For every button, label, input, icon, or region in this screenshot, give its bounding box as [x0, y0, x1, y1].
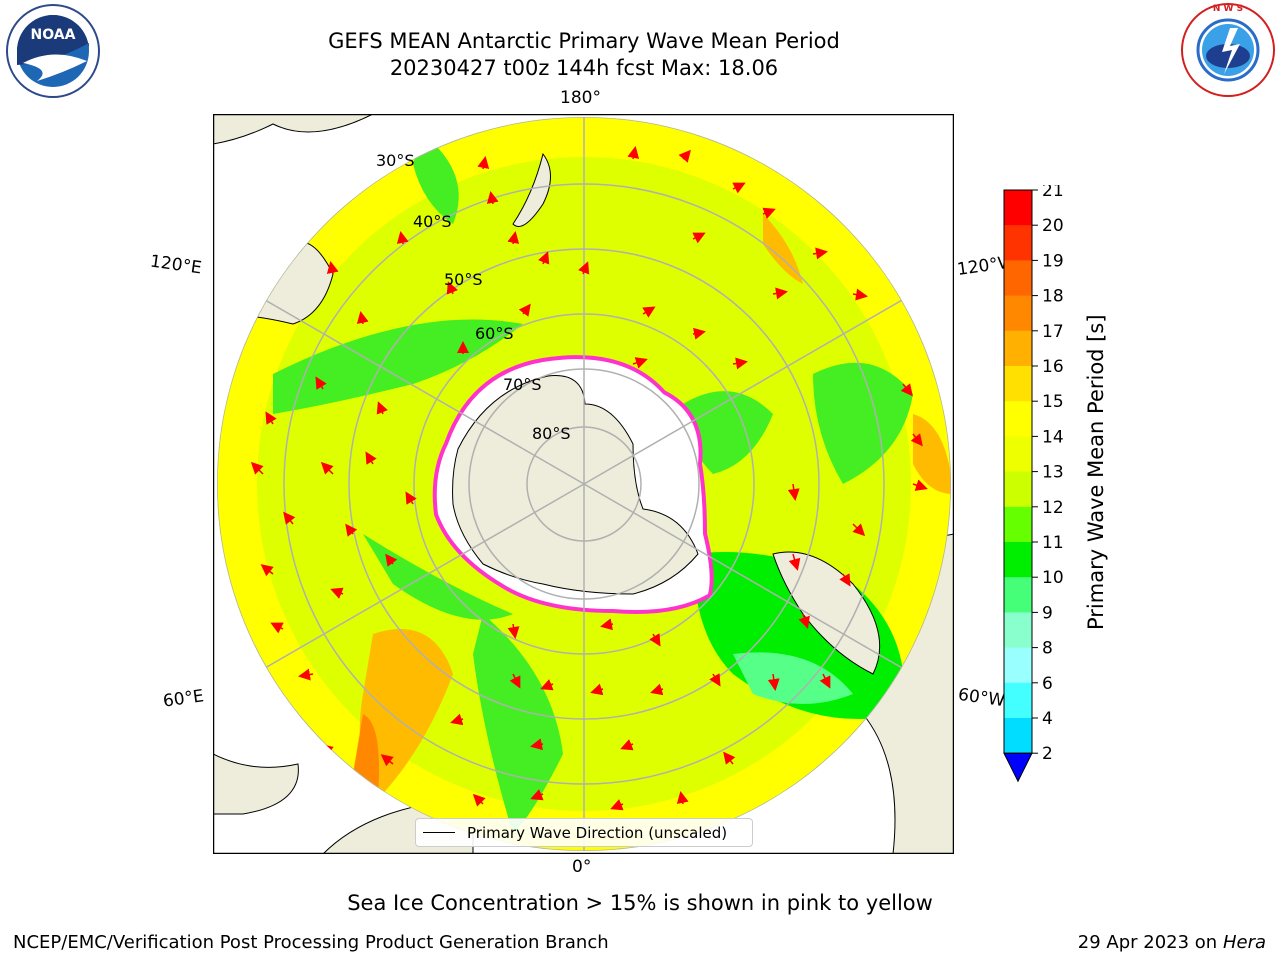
colorbar-tick-label: 4: [1042, 709, 1053, 729]
nws-logo: N W S: [1181, 3, 1275, 97]
colorbar-tick-label: 8: [1042, 639, 1053, 659]
colorbar-graphic: 21 20 19 18 17 16 15 14 13 12 11 10 9 8 6 4 2: [1003, 181, 1064, 783]
lon-label-60e: 60°E: [161, 686, 206, 712]
colorbar-tick-label: 20: [1042, 216, 1064, 236]
lat-label-40s: 40°S: [413, 212, 452, 231]
lat-label-50s: 50°S: [444, 270, 483, 289]
colorbar-tick-label: 18: [1042, 287, 1064, 307]
meridian-lines: [217, 117, 951, 851]
sea-ice-note: Sea Ice Concentration > 15% is shown in …: [347, 891, 933, 915]
noaa-logo-text: NOAA: [31, 27, 76, 43]
lat-label-60s: 60°S: [475, 324, 514, 343]
lat-label-80s: 80°S: [532, 424, 571, 443]
colorbar-segment: [1004, 506, 1032, 543]
title-line-1: GEFS MEAN Antarctic Primary Wave Mean Pe…: [328, 29, 840, 53]
colorbar-tick-label: 12: [1042, 498, 1064, 518]
footer-branch: NCEP/EMC/Verification Post Processing Pr…: [13, 932, 609, 953]
colorbar-tick-label: 16: [1042, 357, 1064, 377]
colorbar-segment: [1004, 471, 1032, 508]
colorbar-segment: [1004, 577, 1032, 613]
lat-label-70s: 70°S: [503, 375, 542, 394]
colorbar-segment: [1004, 542, 1032, 578]
colorbar-segment: [1004, 401, 1032, 437]
colorbar-tick-label: 6: [1042, 674, 1053, 694]
colorbar: 21 20 19 18 17 16 15 14 13 12 11 10 9 8 6 4 2: [998, 181, 1128, 785]
colorbar-segment: [1004, 682, 1032, 719]
colorbar-tick-label: 13: [1042, 463, 1064, 483]
map-legend: Primary Wave Direction (unscaled): [415, 818, 753, 847]
noaa-logo: NOAA: [6, 4, 100, 98]
colorbar-extend: [1003, 752, 1033, 783]
wave-arrows: [250, 146, 928, 811]
colorbar-tick-label: 17: [1042, 322, 1064, 342]
title-line-2: 20230427 t00z 144h fcst Max: 18.06: [389, 56, 779, 80]
colorbar-segment: [1004, 295, 1032, 332]
colorbar-segment: [1004, 718, 1032, 754]
footer-date: 29 Apr 2023 on Hera: [1077, 932, 1266, 953]
colorbar-tick-label: 9: [1042, 603, 1053, 623]
legend-label: Primary Wave Direction (unscaled): [467, 823, 728, 842]
colorbar-tick-label: 19: [1042, 251, 1064, 271]
colorbar-segment: [1004, 225, 1032, 261]
colorbar-segment: [1004, 366, 1032, 402]
colorbar-tick-label: 15: [1042, 392, 1064, 412]
colorbar-segment: [1004, 612, 1032, 649]
colorbar-tick-label: 2: [1042, 744, 1053, 764]
svg-text:N W S: N W S: [1213, 4, 1243, 14]
lon-label-120e: 120°E: [148, 251, 203, 279]
colorbar-segment: [1004, 260, 1032, 297]
map-frame: [212, 113, 955, 855]
lat-label-30s: 30°S: [376, 151, 415, 170]
colorbar-tick-label: 21: [1042, 185, 1064, 201]
colorbar-segment: [1004, 647, 1032, 684]
legend-line-swatch: [423, 832, 455, 833]
colorbar-segment: [1004, 190, 1032, 226]
lon-label-180: 180°: [560, 88, 601, 108]
colorbar-segment: [1004, 330, 1032, 367]
footer-machine: Hera: [1222, 932, 1266, 953]
colorbar-tick-label: 11: [1042, 533, 1064, 553]
colorbar-tick-label: 10: [1042, 568, 1064, 588]
colorbar-segment: [1004, 436, 1032, 473]
colorbar-tick-label: 14: [1042, 427, 1064, 447]
lon-label-0: 0°: [572, 857, 592, 877]
polar-map: [212, 113, 955, 855]
